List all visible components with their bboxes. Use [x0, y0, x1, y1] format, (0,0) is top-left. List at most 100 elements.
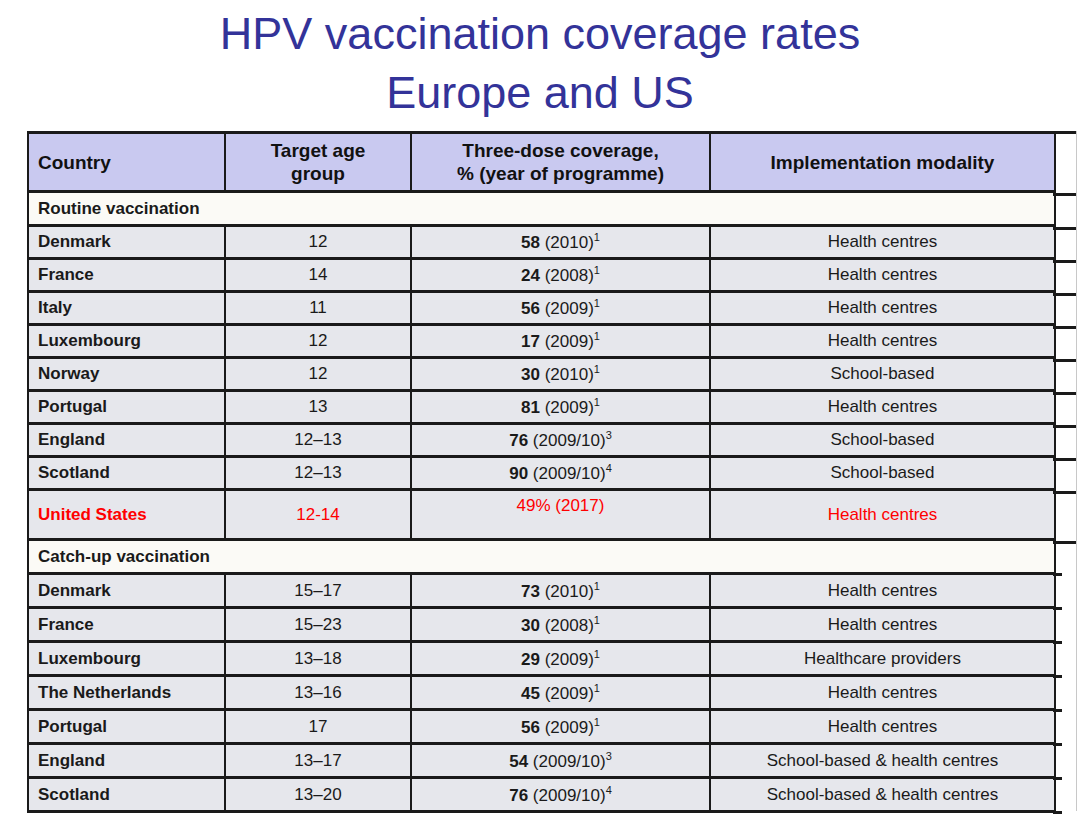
- clipped-row-line: [1053, 458, 1077, 461]
- age-group-cell: 12-14: [225, 490, 411, 540]
- modality-cell: School-based: [710, 457, 1055, 490]
- clipped-table-edge: [1054, 131, 1077, 543]
- header-row: Country Target age group Three-dose cove…: [28, 133, 1055, 192]
- clipped-row-line: [1053, 260, 1077, 263]
- country-cell: Scotland: [28, 457, 225, 490]
- country-cell: England: [28, 744, 225, 778]
- clipped-row-line: [1053, 573, 1062, 576]
- table-row: France1424 (2008)1Health centres: [28, 259, 1055, 292]
- coverage-cell: 54 (2009/10)3: [411, 744, 710, 778]
- table-row: Denmark1258 (2010)1Health centres: [28, 226, 1055, 259]
- age-group-cell: 13–16: [225, 676, 411, 710]
- clipped-row-line: [1053, 425, 1077, 428]
- country-cell: France: [28, 608, 225, 642]
- clipped-row-line: [1053, 359, 1077, 362]
- clipped-row-line: [1053, 131, 1077, 134]
- country-cell: England: [28, 424, 225, 457]
- col-header-age-group: Target age group: [225, 133, 411, 192]
- coverage-cell: 29 (2009)1: [411, 642, 710, 676]
- age-group-cell: 14: [225, 259, 411, 292]
- modality-cell: Health centres: [710, 490, 1055, 540]
- modality-cell: School-based: [710, 424, 1055, 457]
- col-header-country: Country: [28, 133, 225, 192]
- modality-cell: Health centres: [710, 574, 1055, 608]
- age-group-cell: 12–13: [225, 424, 411, 457]
- coverage-cell: 56 (2009)1: [411, 710, 710, 744]
- modality-cell: Health centres: [710, 325, 1055, 358]
- col-header-coverage: Three-dose coverage, % (year of programm…: [411, 133, 710, 192]
- modality-cell: Health centres: [710, 391, 1055, 424]
- clipped-row-line: [1053, 491, 1077, 494]
- coverage-cell: 73 (2010)1: [411, 574, 710, 608]
- table-row: Norway1230 (2010)1School-based: [28, 358, 1055, 391]
- clipped-row-line: [1053, 227, 1077, 230]
- table-row: The Netherlands13–1645 (2009)1Health cen…: [28, 676, 1055, 710]
- title-line2: Europe and US: [0, 63, 1080, 122]
- age-group-cell: 13–20: [225, 778, 411, 812]
- age-group-cell: 12: [225, 226, 411, 259]
- table-row: England13–1754 (2009/10)3School-based & …: [28, 744, 1055, 778]
- table-row: Denmark15–1773 (2010)1Health centres: [28, 574, 1055, 608]
- section-label: Catch-up vaccination: [28, 540, 1055, 574]
- modality-cell: Health centres: [710, 608, 1055, 642]
- col-header-modality: Implementation modality: [710, 133, 1055, 192]
- country-cell: Luxembourg: [28, 642, 225, 676]
- country-cell: Denmark: [28, 574, 225, 608]
- coverage-cell: 17 (2009)1: [411, 325, 710, 358]
- modality-cell: Health centres: [710, 292, 1055, 325]
- coverage-cell: 81 (2009)1: [411, 391, 710, 424]
- table-row: Scotland12–1390 (2009/10)4School-based: [28, 457, 1055, 490]
- age-group-cell: 13–17: [225, 744, 411, 778]
- country-cell: Norway: [28, 358, 225, 391]
- section-label: Routine vaccination: [28, 192, 1055, 226]
- coverage-table: Country Target age group Three-dose cove…: [27, 131, 1056, 813]
- coverage-cell: 76 (2009/10)4: [411, 778, 710, 812]
- coverage-cell: 45 (2009)1: [411, 676, 710, 710]
- table-row: France15–2330 (2008)1Health centres: [28, 608, 1055, 642]
- table-row: United States12-1449% (2017)Health centr…: [28, 490, 1055, 540]
- section-row: Catch-up vaccination: [28, 540, 1055, 574]
- title-line1: HPV vaccination coverage rates: [0, 4, 1080, 63]
- section-row: Routine vaccination: [28, 192, 1055, 226]
- table-row: Luxembourg1217 (2009)1Health centres: [28, 325, 1055, 358]
- table-row: Luxembourg13–1829 (2009)1Healthcare prov…: [28, 642, 1055, 676]
- modality-cell: School-based & health centres: [710, 778, 1055, 812]
- clipped-row-line: [1053, 675, 1062, 678]
- clipped-row-line: [1053, 709, 1062, 712]
- modality-cell: Health centres: [710, 710, 1055, 744]
- coverage-cell: 24 (2008)1: [411, 259, 710, 292]
- clipped-row-line: [1053, 811, 1062, 814]
- page-title: HPV vaccination coverage rates Europe an…: [0, 4, 1080, 122]
- clipped-row-line: [1053, 326, 1077, 329]
- modality-cell: Healthcare providers: [710, 642, 1055, 676]
- country-cell: Portugal: [28, 710, 225, 744]
- clipped-row-line: [1053, 293, 1077, 296]
- age-group-cell: 17: [225, 710, 411, 744]
- coverage-cell: 90 (2009/10)4: [411, 457, 710, 490]
- country-cell: The Netherlands: [28, 676, 225, 710]
- clipped-edge-line: [1076, 131, 1077, 811]
- country-cell: Luxembourg: [28, 325, 225, 358]
- table-row: England12–1376 (2009/10)3School-based: [28, 424, 1055, 457]
- age-group-cell: 12: [225, 325, 411, 358]
- coverage-cell: 76 (2009/10)3: [411, 424, 710, 457]
- modality-cell: Health centres: [710, 226, 1055, 259]
- clipped-row-line: [1053, 607, 1062, 610]
- coverage-cell: 58 (2010)1: [411, 226, 710, 259]
- modality-cell: Health centres: [710, 259, 1055, 292]
- clipped-row-line: [1053, 193, 1077, 196]
- clipped-row-line: [1053, 392, 1077, 395]
- table-row: Scotland13–2076 (2009/10)4School-based &…: [28, 778, 1055, 812]
- age-group-cell: 15–23: [225, 608, 411, 642]
- country-cell: Scotland: [28, 778, 225, 812]
- modality-cell: School-based: [710, 358, 1055, 391]
- country-cell: United States: [28, 490, 225, 540]
- age-group-cell: 12–13: [225, 457, 411, 490]
- table-row: Portugal1381 (2009)1Health centres: [28, 391, 1055, 424]
- clipped-row-line: [1053, 641, 1062, 644]
- country-cell: France: [28, 259, 225, 292]
- clipped-row-line: [1053, 541, 1077, 544]
- coverage-cell: 30 (2008)1: [411, 608, 710, 642]
- age-group-cell: 13: [225, 391, 411, 424]
- country-cell: Denmark: [28, 226, 225, 259]
